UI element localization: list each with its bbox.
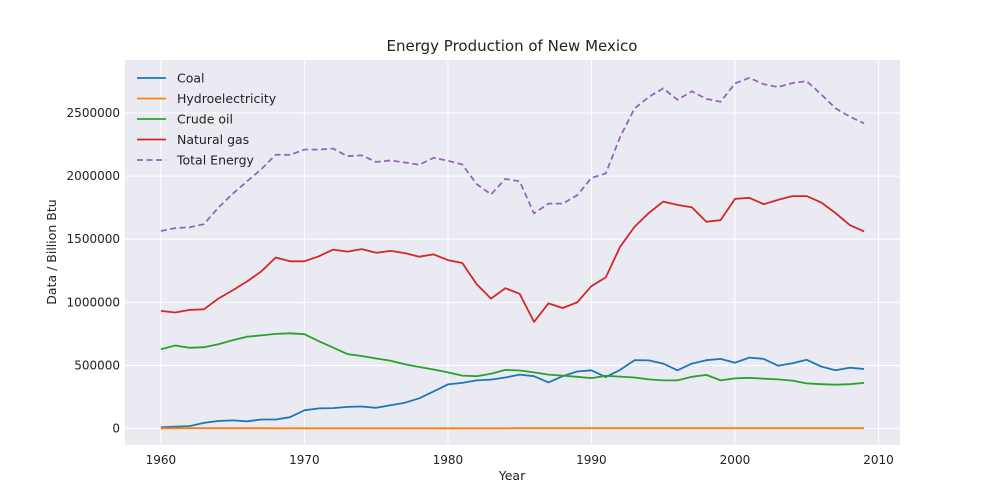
series-line-crude-oil	[160, 332, 865, 386]
series-line-coal	[160, 356, 865, 429]
chart-title: Energy Production of New Mexico	[387, 37, 638, 55]
x-tick-label: 2010	[863, 453, 894, 467]
x-tick-label: 1980	[433, 453, 464, 467]
y-tick-label: 500000	[74, 358, 120, 372]
series-lines	[160, 77, 865, 430]
legend-label-coal: Coal	[177, 71, 205, 86]
y-tick-label: 1500000	[67, 232, 120, 246]
series-line-total-energy	[160, 77, 865, 232]
y-axis-label: Data / Billion Btu	[44, 199, 59, 304]
x-tick-label: 1970	[289, 453, 320, 467]
y-tick-label: 2000000	[67, 169, 120, 183]
x-axis-label: Year	[498, 468, 526, 483]
axis-ticks: 1960 1970 1980 1990 2000 2010 0 500000 1000000 15…	[67, 106, 894, 467]
x-tick-label: 1990	[576, 453, 607, 467]
legend-label-total-energy: Total Energy	[176, 153, 255, 168]
legend-label-hydroelectricity: Hydroelectricity	[177, 91, 277, 106]
legend: Coal Hydroelectricity Crude oil Natural gas…	[137, 71, 277, 168]
y-tick-label: 2500000	[67, 106, 120, 120]
x-tick-label: 1960	[146, 453, 177, 467]
y-tick-label: 1000000	[67, 295, 120, 309]
series-line-natural-gas	[160, 195, 865, 323]
plot-area	[125, 60, 900, 445]
legend-label-crude-oil: Crude oil	[177, 112, 233, 127]
legend-label-natural-gas: Natural gas	[177, 132, 249, 147]
x-tick-label: 2000	[720, 453, 751, 467]
y-tick-label: 0	[112, 422, 120, 436]
